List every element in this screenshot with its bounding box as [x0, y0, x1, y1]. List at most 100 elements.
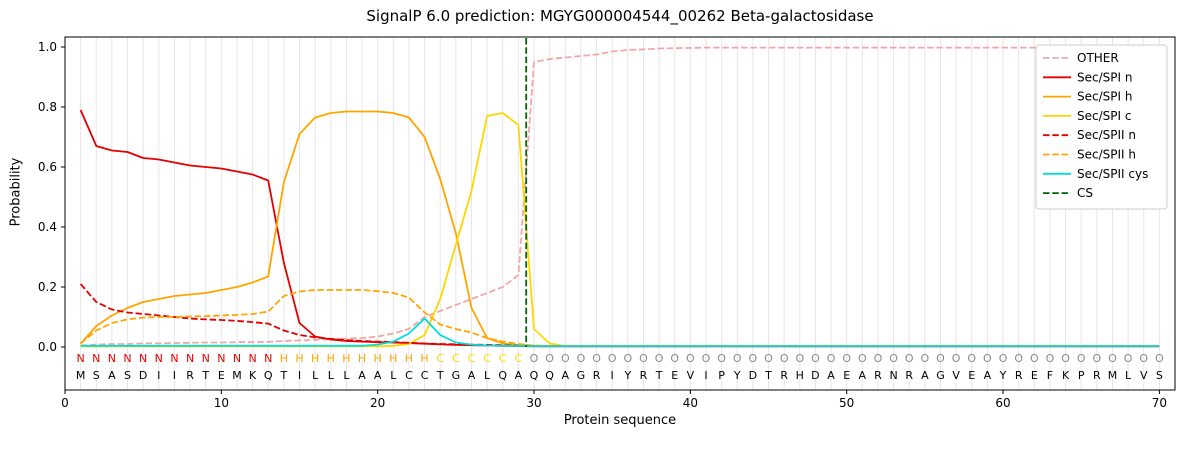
region-letter: O — [655, 352, 664, 365]
residue-letter: D — [139, 369, 147, 382]
residue-letter: A — [358, 369, 366, 382]
residue-letter: L — [328, 369, 335, 382]
residue-letter: P — [1078, 369, 1085, 382]
region-letter: H — [327, 352, 335, 365]
region-letter: H — [405, 352, 413, 365]
region-letter: N — [92, 352, 100, 365]
residue-letter: E — [968, 369, 975, 382]
residue-letter: R — [593, 369, 601, 382]
region-letter: O — [967, 352, 976, 365]
x-tick-label: 40 — [683, 396, 698, 410]
residue-letter: E — [218, 369, 225, 382]
region-letter: O — [1077, 352, 1086, 365]
region-letter: O — [827, 352, 836, 365]
residue-letter: G — [452, 369, 461, 382]
region-letter: O — [1155, 352, 1164, 365]
axis-ticks: 0.0 0.2 0.4 0.6 0.8 1.0 0 10 20 30 40 50 60 70 — [38, 40, 1167, 410]
region-letter: O — [608, 352, 617, 365]
region-letter: O — [686, 352, 695, 365]
residue-letter: T — [764, 369, 772, 382]
legend-label-cs: CS — [1077, 186, 1093, 200]
x-tick-label: 20 — [370, 396, 385, 410]
residue-letter: E — [1031, 369, 1038, 382]
x-tick-label: 0 — [61, 396, 69, 410]
region-letter: O — [999, 352, 1008, 365]
region-letter: H — [389, 352, 397, 365]
legend-box — [1035, 44, 1168, 210]
x-tick-label: 30 — [526, 396, 541, 410]
residue-letter: P — [718, 369, 725, 382]
y-tick-label: 0.2 — [38, 280, 57, 294]
residue-letter: R — [874, 369, 882, 382]
region-letter: O — [764, 352, 773, 365]
residue-letter: K — [249, 369, 257, 382]
y-tick-label: 0.0 — [38, 340, 57, 354]
residue-letter: H — [796, 369, 804, 382]
residue-letter: S — [124, 369, 131, 382]
region-letter: O — [1046, 352, 1055, 365]
residue-letter: C — [421, 369, 429, 382]
legend-label-sec-spi-c: Sec/SPI c — [1077, 109, 1131, 123]
legend-label-sec-spii-n: Sec/SPII n — [1077, 128, 1136, 142]
series-lines — [79, 46, 1160, 348]
residue-letter: A — [468, 369, 476, 382]
region-letter: H — [280, 352, 288, 365]
region-letter: O — [1092, 352, 1101, 365]
x-axis-label: Protein sequence — [563, 413, 677, 428]
region-letter: O — [1108, 352, 1117, 365]
region-letter: N — [248, 352, 256, 365]
region-letter: N — [108, 352, 116, 365]
residue-letter: M — [232, 369, 242, 382]
region-letter: C — [452, 352, 460, 365]
region-letter: O — [1124, 352, 1133, 365]
region-letter: O — [639, 352, 648, 365]
region-letter: N — [264, 352, 272, 365]
region-letter: O — [983, 352, 992, 365]
region-letter: O — [733, 352, 742, 365]
region-letter: O — [874, 352, 883, 365]
region-letter: H — [311, 352, 319, 365]
region-letter: O — [702, 352, 711, 365]
residue-letter: R — [1015, 369, 1023, 382]
residue-letter: A — [827, 369, 835, 382]
legend-label-sec-spii-cys: Sec/SPII cys — [1077, 167, 1148, 181]
x-tick-label: 70 — [1152, 396, 1167, 410]
residue-letter: T — [655, 369, 663, 382]
residue-letter: I — [611, 369, 614, 382]
residue-letter: A — [921, 369, 929, 382]
region-letter: C — [436, 352, 444, 365]
residue-letter: T — [201, 369, 209, 382]
region-letter: H — [342, 352, 350, 365]
residue-letter: V — [687, 369, 695, 382]
region-letter: O — [858, 352, 867, 365]
residue-letter: T — [436, 369, 444, 382]
series-other — [80, 46, 1160, 347]
gridlines — [80, 37, 1160, 390]
region-letter: H — [420, 352, 428, 365]
residue-letter: I — [298, 369, 301, 382]
region-letter: O — [905, 352, 914, 365]
region-letter: O — [577, 352, 586, 365]
residue-letter: A — [562, 369, 570, 382]
residue-letter: R — [780, 369, 788, 382]
legend-label-sec-spii-h: Sec/SPII h — [1077, 148, 1136, 162]
region-letter: O — [545, 352, 554, 365]
residue-letter: Q — [264, 369, 273, 382]
region-letter: O — [811, 352, 820, 365]
region-letter: O — [1030, 352, 1039, 365]
residue-letter: L — [1125, 369, 1132, 382]
series-sec-spi-c — [80, 112, 1160, 348]
residue-letter: K — [1062, 369, 1070, 382]
region-letter: O — [936, 352, 945, 365]
series-sec-spi-h — [79, 110, 1160, 348]
residue-letter: L — [343, 369, 350, 382]
residue-letter: Y — [733, 369, 741, 382]
residue-letter: G — [577, 369, 586, 382]
residue-letter: R — [186, 369, 194, 382]
region-letter: O — [530, 352, 539, 365]
residue-letter: I — [704, 369, 707, 382]
region-letter: O — [780, 352, 789, 365]
region-letter: N — [155, 352, 163, 365]
